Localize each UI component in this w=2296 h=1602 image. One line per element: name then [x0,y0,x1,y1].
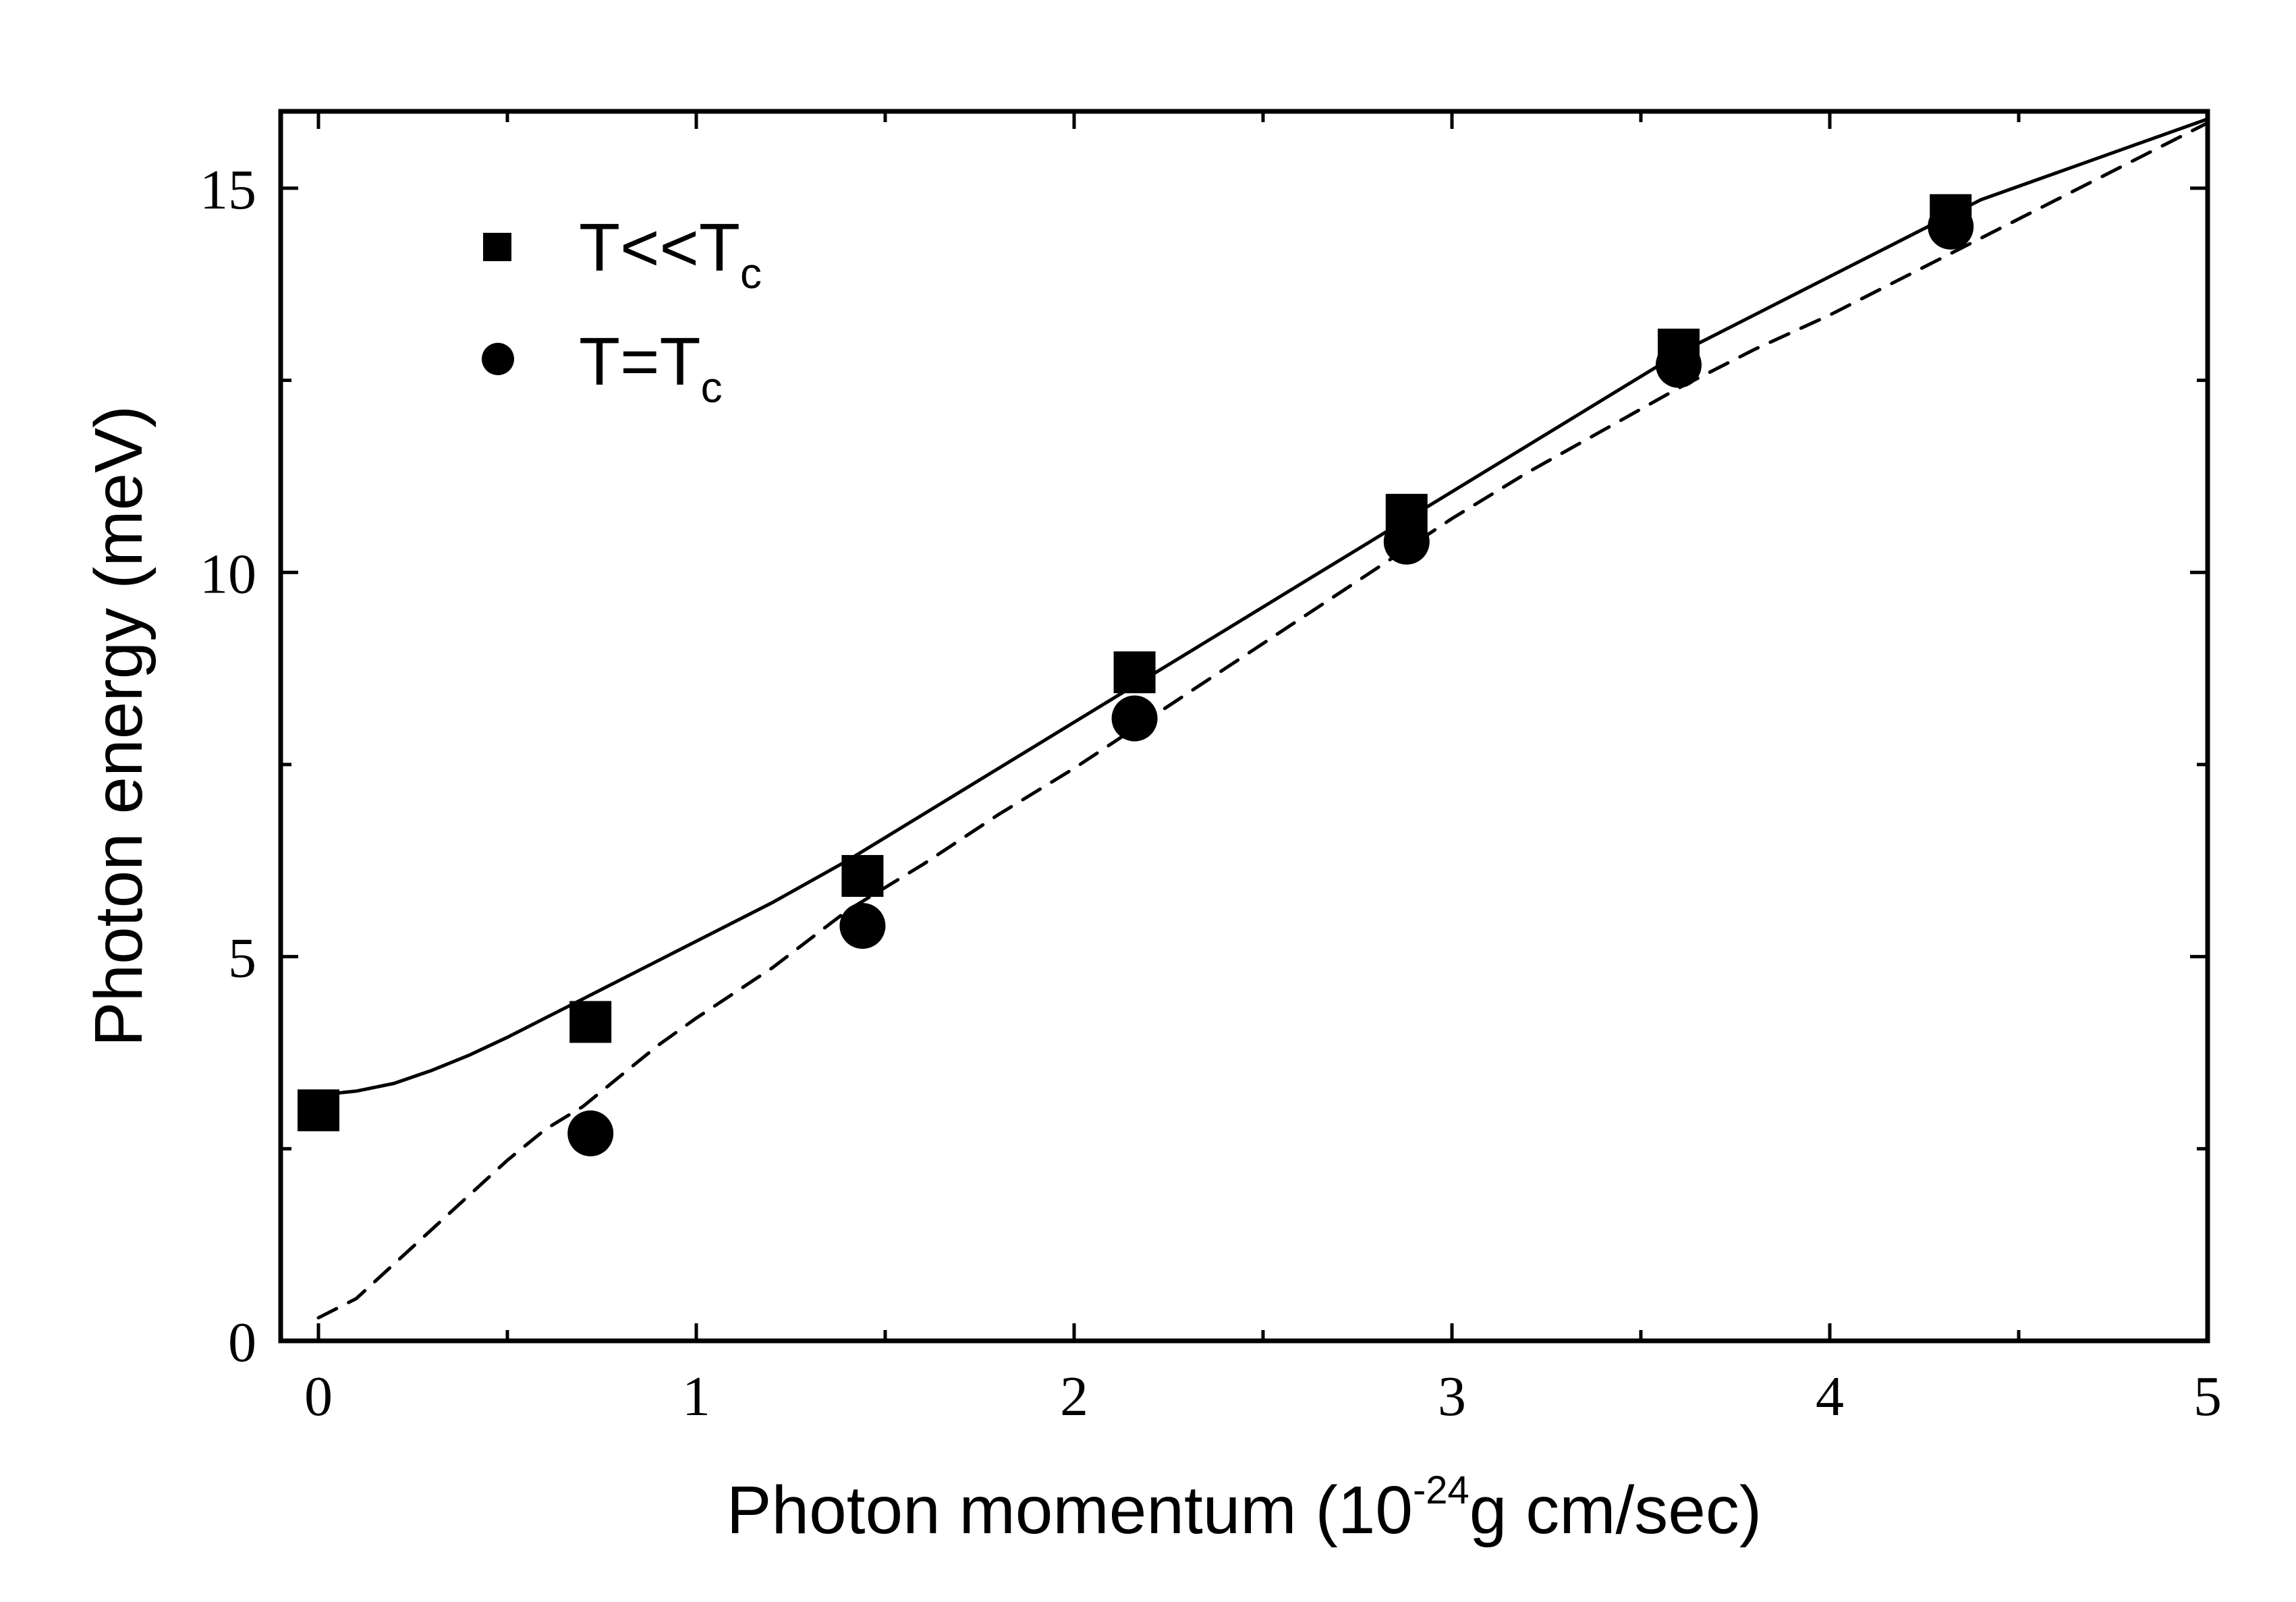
circle-marker [1928,203,1974,250]
data-markers [298,194,1974,1157]
x-tick-label: 5 [2193,1365,2222,1428]
square-marker [841,855,884,897]
x-axis-label-superscript: -24 [1413,1468,1469,1512]
legend-label-main: T<<T [579,210,740,285]
legend-label-subscript: c [740,249,762,298]
plot-area-frame [278,109,2210,1344]
x-tick-label: 2 [1060,1365,1088,1428]
x-axis-label-main: Photon momentum (10 [727,1472,1413,1548]
legend-label-main: T=T [579,324,701,399]
x-tick-label: 4 [1816,1365,1844,1428]
fit-curve-t-equals-tc [316,121,2210,1320]
legend-label-t-equals-tc: T=Tc [579,324,723,412]
square-marker [298,1089,339,1132]
y-axis-label: Photon energy (meV) [81,406,157,1047]
x-axis-label: Photon momentum (10-24g cm/sec) [727,1468,1762,1548]
legend-square-marker [483,233,511,261]
square-marker [569,1001,612,1043]
fit-curves [316,117,2210,1320]
legend-entry-t-equals-tc: T=Tc [482,324,723,412]
x-tick-label: 3 [1438,1365,1466,1428]
circle-marker [1383,518,1430,565]
x-tick-label: 1 [682,1365,710,1428]
legend-label-t-much-less-tc: T<<Tc [579,210,762,298]
axis-ticks [281,111,2210,1343]
circle-marker [1656,341,1702,388]
circle-marker [839,903,886,949]
y-tick-label: 0 [228,1311,256,1374]
legend-label-subscript: c [701,363,723,412]
legend-entry-t-much-less-tc: T<<Tc [483,210,762,298]
legend-circle-marker [482,343,514,375]
axis-tick-labels: 0 1 2 3 4 5 0 5 10 15 [200,159,2222,1428]
x-tick-label: 0 [304,1365,333,1428]
circle-marker [1111,695,1158,742]
square-marker [1113,651,1156,694]
y-tick-label: 10 [200,543,256,605]
legend: T<<Tc T=Tc [482,210,762,412]
circle-marker [567,1110,614,1157]
y-tick-label: 5 [228,927,256,990]
x-axis-label-tail: g cm/sec) [1469,1472,1762,1548]
fit-curve-t-much-less-tc [316,117,2210,1097]
y-tick-label: 15 [200,159,256,221]
